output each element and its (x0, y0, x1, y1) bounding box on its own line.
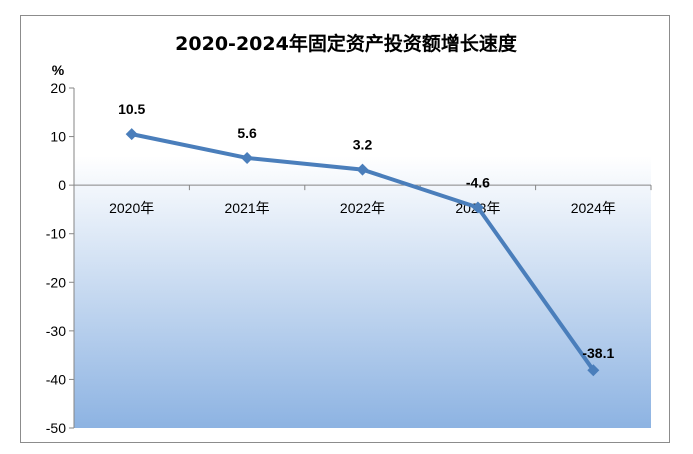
data-label: 10.5 (118, 101, 145, 117)
y-tick-label: 10 (50, 129, 66, 145)
data-point-marker (125, 128, 138, 141)
data-label: 3.2 (353, 137, 373, 153)
y-axis-unit: % (52, 62, 65, 78)
data-point-marker (471, 201, 484, 214)
data-label: 5.6 (237, 125, 257, 141)
data-point-marker (356, 163, 369, 176)
x-tick-label: 2022年 (340, 200, 385, 216)
x-tick-label: 2021年 (225, 200, 270, 216)
y-tick-label: -10 (46, 226, 66, 242)
data-point-marker (587, 364, 600, 377)
data-label: -4.6 (466, 174, 490, 190)
y-tick-label: -20 (46, 274, 66, 290)
data-point-marker (241, 151, 254, 164)
y-tick-label: -50 (46, 420, 66, 436)
y-tick-label: 0 (58, 177, 66, 193)
y-tick-label: -30 (46, 323, 66, 339)
y-tick-label: -40 (46, 371, 66, 387)
plot-area (74, 88, 651, 428)
y-tick-label: 20 (50, 80, 66, 96)
x-tick-label: 2024年 (571, 200, 616, 216)
chart-frame (20, 15, 670, 443)
x-tick-label: 2020年 (109, 200, 154, 216)
data-label: -38.1 (582, 345, 614, 361)
chart-title: 2020-2024年固定资产投资额增长速度 (175, 32, 518, 55)
